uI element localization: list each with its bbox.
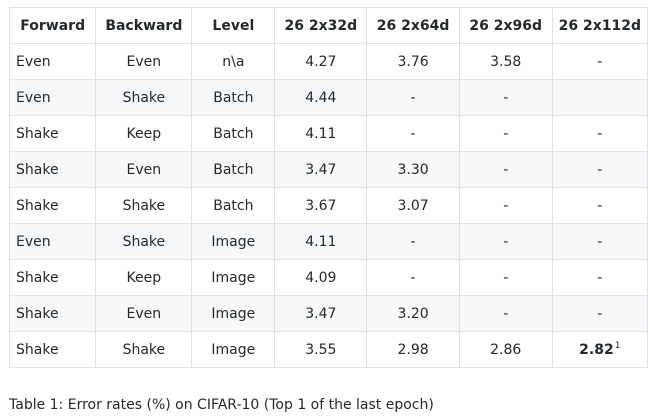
table-header-row: Forward Backward Level 26 2x32d 26 2x64d… xyxy=(8,7,648,44)
cell-forward: Shake xyxy=(8,151,97,188)
cell-forward: Shake xyxy=(8,259,97,296)
cell-backward: Even xyxy=(95,151,193,188)
cell-26-2x64d: 3.30 xyxy=(366,151,460,188)
cell-level: Batch xyxy=(191,187,276,224)
cell-level: Batch xyxy=(191,79,276,116)
cell-26-2x32d: 3.55 xyxy=(274,331,368,368)
cell-backward: Keep xyxy=(95,259,193,296)
table-row: Even Shake Batch 4.44 - - xyxy=(8,79,648,116)
cell-26-2x96d: 2.86 xyxy=(458,331,553,368)
table-row: Shake Even Image 3.47 3.20 - - xyxy=(8,295,648,332)
table-row: Shake Keep Batch 4.11 - - - xyxy=(8,115,648,152)
cell-26-2x32d: 4.11 xyxy=(274,223,368,260)
header-26-2x64d: 26 2x64d xyxy=(366,7,460,44)
table-row: Shake Shake Image 3.55 2.98 2.86 2.821 xyxy=(8,331,648,368)
cell-backward: Shake xyxy=(95,187,193,224)
table-row: Even Shake Image 4.11 - - - xyxy=(8,223,648,260)
cell-level: Batch xyxy=(191,151,276,188)
cell-level: Image xyxy=(191,295,276,332)
table-row: Even Even n\a 4.27 3.76 3.58 - xyxy=(8,43,648,80)
cell-26-2x64d: - xyxy=(366,259,460,296)
cell-26-2x96d: - xyxy=(458,79,553,116)
cell-26-2x32d: 3.47 xyxy=(274,151,368,188)
cell-level: n\a xyxy=(191,43,276,80)
header-26-2x112d: 26 2x112d xyxy=(551,7,648,44)
cell-26-2x32d: 4.11 xyxy=(274,115,368,152)
cell-forward: Shake xyxy=(8,331,97,368)
cell-26-2x96d: - xyxy=(458,187,553,224)
cell-backward: Shake xyxy=(95,79,193,116)
cell-26-2x64d: - xyxy=(366,115,460,152)
cell-26-2x112d: - xyxy=(551,259,648,296)
cell-26-2x64d: 3.07 xyxy=(366,187,460,224)
header-forward: Forward xyxy=(8,7,97,44)
best-result-value: 2.82 xyxy=(579,341,614,358)
cell-forward: Even xyxy=(8,43,97,80)
table-row: Shake Shake Batch 3.67 3.07 - - xyxy=(8,187,648,224)
cell-26-2x112d: - xyxy=(551,151,648,188)
footnote-marker: 1 xyxy=(614,340,621,351)
cell-level: Batch xyxy=(191,115,276,152)
cell-forward: Shake xyxy=(8,295,97,332)
header-26-2x96d: 26 2x96d xyxy=(458,7,553,44)
cell-26-2x64d: 2.98 xyxy=(366,331,460,368)
cell-26-2x112d: - xyxy=(551,223,648,260)
cell-forward: Shake xyxy=(8,187,97,224)
cell-26-2x112d: - xyxy=(551,295,648,332)
cell-26-2x96d: - xyxy=(458,115,553,152)
cell-26-2x32d: 4.27 xyxy=(274,43,368,80)
cell-26-2x32d: 3.67 xyxy=(274,187,368,224)
cell-26-2x112d: - xyxy=(551,115,648,152)
cell-26-2x64d: - xyxy=(366,223,460,260)
cell-backward: Shake xyxy=(95,331,193,368)
cell-forward: Even xyxy=(8,223,97,260)
cell-26-2x64d: 3.20 xyxy=(366,295,460,332)
cell-26-2x32d: 4.44 xyxy=(274,79,368,116)
results-table: Forward Backward Level 26 2x32d 26 2x64d… xyxy=(8,7,648,368)
cell-26-2x64d: - xyxy=(366,79,460,116)
cell-forward: Even xyxy=(8,79,97,116)
table-caption: Table 1: Error rates (%) on CIFAR-10 (To… xyxy=(9,397,434,413)
cell-backward: Even xyxy=(95,295,193,332)
header-level: Level xyxy=(191,7,276,44)
cell-26-2x32d: 4.09 xyxy=(274,259,368,296)
cell-26-2x112d: - xyxy=(551,43,648,80)
cell-26-2x64d: 3.76 xyxy=(366,43,460,80)
cell-level: Image xyxy=(191,331,276,368)
cell-26-2x96d: 3.58 xyxy=(458,43,553,80)
cell-26-2x96d: - xyxy=(458,151,553,188)
cell-26-2x112d-best: 2.821 xyxy=(551,331,648,368)
cell-26-2x112d: - xyxy=(551,187,648,224)
cell-level: Image xyxy=(191,223,276,260)
cell-26-2x112d xyxy=(551,79,648,116)
cell-forward: Shake xyxy=(8,115,97,152)
cell-backward: Even xyxy=(95,43,193,80)
table-row: Shake Even Batch 3.47 3.30 - - xyxy=(8,151,648,188)
cell-backward: Keep xyxy=(95,115,193,152)
cell-26-2x96d: - xyxy=(458,295,553,332)
cell-26-2x96d: - xyxy=(458,259,553,296)
table-row: Shake Keep Image 4.09 - - - xyxy=(8,259,648,296)
cell-26-2x32d: 3.47 xyxy=(274,295,368,332)
cell-backward: Shake xyxy=(95,223,193,260)
cell-26-2x96d: - xyxy=(458,223,553,260)
header-26-2x32d: 26 2x32d xyxy=(274,7,368,44)
header-backward: Backward xyxy=(95,7,193,44)
cell-level: Image xyxy=(191,259,276,296)
